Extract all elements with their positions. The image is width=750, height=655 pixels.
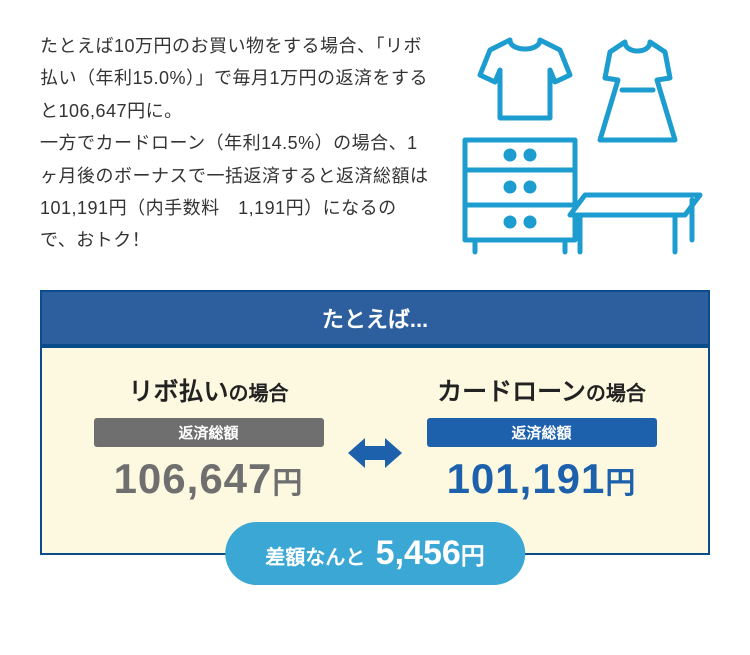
compare-arrow-icon bbox=[345, 436, 405, 470]
loan-repay-label: 返済総額 bbox=[427, 418, 657, 447]
shopping-illustration bbox=[450, 30, 710, 260]
description-text: たとえば10万円のお買い物をする場合、「リボ払い（年利15.0%）」で毎月1万円… bbox=[40, 30, 430, 260]
loan-amount-value: 101,191 bbox=[447, 455, 606, 502]
comparison-header: たとえば... bbox=[42, 292, 708, 348]
difference-label: 差額なんと bbox=[265, 547, 365, 569]
option-revo: リボ払いの場合 返済総額 106,647円 bbox=[72, 372, 345, 503]
revo-title-big: リボ払い bbox=[128, 378, 228, 406]
revo-amount-value: 106,647 bbox=[114, 455, 273, 502]
loan-title-small: の場合 bbox=[586, 383, 646, 405]
revo-yen: 円 bbox=[272, 467, 303, 500]
option-loan-title: カードローンの場合 bbox=[405, 372, 678, 408]
option-loan: カードローンの場合 返済総額 101,191円 bbox=[405, 372, 678, 503]
loan-amount: 101,191円 bbox=[405, 455, 678, 503]
option-revo-title: リボ払いの場合 bbox=[72, 372, 345, 408]
difference-yen: 円 bbox=[461, 543, 485, 570]
revo-title-small: の場合 bbox=[229, 383, 289, 405]
revo-amount: 106,647円 bbox=[72, 455, 345, 503]
difference-amount: 5,456 bbox=[376, 534, 461, 572]
loan-yen: 円 bbox=[605, 467, 636, 500]
top-section: たとえば10万円のお買い物をする場合、「リボ払い（年利15.0%）」で毎月1万円… bbox=[40, 30, 710, 260]
difference-badge: 差額なんと 5,456円 bbox=[225, 522, 525, 585]
loan-title-big: カードローン bbox=[437, 378, 586, 406]
comparison-body: リボ払いの場合 返済総額 106,647円 カードローンの場合 返済総額 101… bbox=[42, 348, 708, 553]
revo-repay-label: 返済総額 bbox=[94, 418, 324, 447]
comparison-box: たとえば... リボ払いの場合 返済総額 106,647円 カードローンの場合 bbox=[40, 290, 710, 555]
